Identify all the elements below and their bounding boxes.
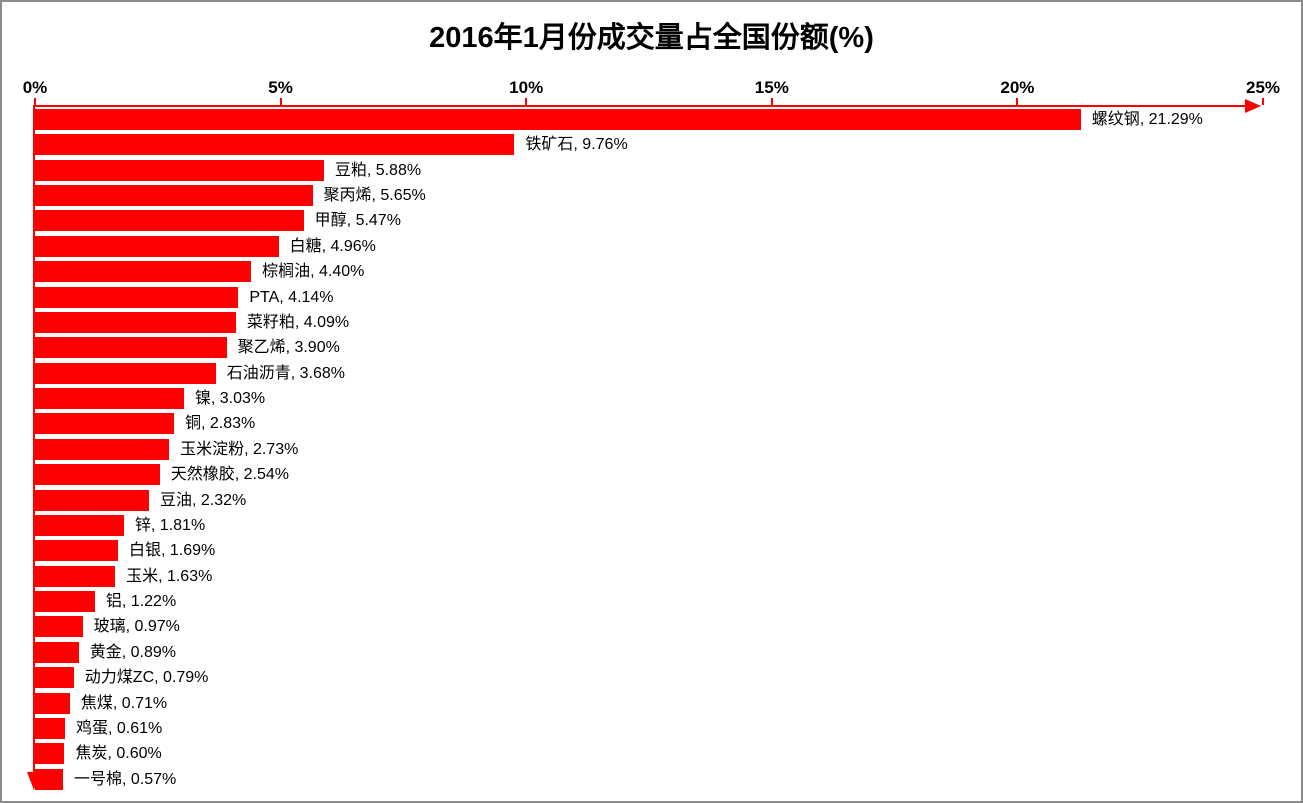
bar-row: 聚丙烯, 5.65% <box>35 185 426 207</box>
x-axis-tick <box>279 98 282 105</box>
bar-label: 棕榈油, 4.40% <box>262 263 365 281</box>
bar-label: 天然橡胶, 2.54% <box>170 466 290 484</box>
bar-row: 锌, 1.81% <box>35 514 206 536</box>
bar <box>35 438 170 460</box>
x-axis-tick <box>34 98 36 105</box>
x-axis-tick-label: 10% <box>509 78 544 97</box>
x-axis-tick <box>1016 98 1019 105</box>
bar-label: 白糖, 4.96% <box>289 237 376 255</box>
y-axis-line <box>33 105 35 773</box>
bar <box>35 413 174 435</box>
bar-row: 甲醇, 5.47% <box>35 210 401 232</box>
bar-row: 动力煤ZC, 0.79% <box>35 667 209 689</box>
bar-label: 鸡蛋, 0.61% <box>75 719 163 737</box>
bar-row: 玻璃, 0.97% <box>35 616 180 638</box>
bar-row: 菜籽粕, 4.09% <box>35 311 350 333</box>
bar <box>35 337 227 359</box>
bar-row: 黄金, 0.89% <box>35 641 176 663</box>
bar <box>35 362 216 384</box>
bar-label: 锌, 1.81% <box>134 516 206 534</box>
bar <box>35 692 70 714</box>
bar <box>35 641 79 663</box>
bar-row: 镍, 3.03% <box>35 388 266 410</box>
bar-label: PTA, 4.14% <box>249 288 334 306</box>
x-axis-tick-label: 25% <box>1245 78 1281 97</box>
bar <box>35 109 1081 130</box>
bar-row: 铝, 1.22% <box>35 591 177 613</box>
bar <box>35 464 160 486</box>
bar <box>35 388 184 410</box>
x-axis-tick <box>1262 98 1264 105</box>
bar <box>35 743 65 765</box>
bar-label: 铝, 1.22% <box>105 593 177 611</box>
axis-arrow-right-icon <box>1245 99 1261 113</box>
bar-row: 一号棉, 0.57% <box>35 768 177 790</box>
bar-row: 豆粕, 5.88% <box>35 159 422 181</box>
bar <box>35 159 324 181</box>
bar-row: 天然橡胶, 2.54% <box>35 464 290 486</box>
bar-row: 聚乙烯, 3.90% <box>35 337 340 359</box>
bar-label: 石油沥青, 3.68% <box>226 364 346 382</box>
x-axis-tick-label: 5% <box>268 78 293 97</box>
bar-label: 动力煤ZC, 0.79% <box>84 669 209 687</box>
bar-label: 聚乙烯, 3.90% <box>237 339 340 357</box>
bar <box>35 235 279 257</box>
bar-label: 玉米淀粉, 2.73% <box>180 440 299 458</box>
bar <box>35 514 124 536</box>
bar <box>35 591 95 613</box>
bar-row: 铜, 2.83% <box>35 413 256 435</box>
x-axis-line <box>33 105 1245 107</box>
bar-label: 聚丙烯, 5.65% <box>323 187 426 205</box>
bar-label: 豆油, 2.32% <box>159 491 247 509</box>
bar <box>35 768 63 790</box>
bar-row: 玉米, 1.63% <box>35 565 213 587</box>
bar-label: 焦炭, 0.60% <box>75 745 162 763</box>
bar <box>35 261 252 283</box>
bar-row: 螺纹钢, 21.29% <box>35 109 1203 130</box>
bar <box>35 185 313 207</box>
bar <box>35 134 515 156</box>
bar-label: 镍, 3.03% <box>194 390 266 408</box>
bar <box>35 717 65 739</box>
bar-row: PTA, 4.14% <box>35 286 334 308</box>
x-axis-tick-label: 20% <box>1000 78 1035 97</box>
bar-label: 甲醇, 5.47% <box>314 212 401 230</box>
bar-label: 菜籽粕, 4.09% <box>246 313 350 331</box>
bar-row: 豆油, 2.32% <box>35 489 247 511</box>
bar-label: 豆粕, 5.88% <box>334 161 422 179</box>
bar-row: 白糖, 4.96% <box>35 235 376 257</box>
bar-row: 石油沥青, 3.68% <box>35 362 346 384</box>
bar-row: 鸡蛋, 0.61% <box>35 717 163 739</box>
x-axis-tick <box>770 98 773 105</box>
bar <box>35 311 236 333</box>
bar <box>35 616 83 638</box>
bar <box>35 210 304 232</box>
bar-row: 铁矿石, 9.76% <box>35 134 628 156</box>
bar-label: 白银, 1.69% <box>129 542 216 560</box>
bar <box>35 667 74 689</box>
bar-label: 焦煤, 0.71% <box>80 694 168 712</box>
bar-row: 焦煤, 0.71% <box>35 692 168 714</box>
bar-row: 白银, 1.69% <box>35 540 216 562</box>
bar-label: 铜, 2.83% <box>185 415 256 433</box>
bar <box>35 540 118 562</box>
x-axis-tick-label: 15% <box>754 78 789 97</box>
bar-label: 螺纹钢, 21.29% <box>1091 111 1203 128</box>
bar-label: 玻璃, 0.97% <box>93 618 180 636</box>
bar-row: 玉米淀粉, 2.73% <box>35 438 299 460</box>
x-axis-tick-label: 0% <box>22 78 48 97</box>
bar-row: 焦炭, 0.60% <box>35 743 162 765</box>
chart-title: 2016年1月份成交量占全国份额(%) <box>429 22 874 54</box>
bar <box>35 489 149 511</box>
x-axis-tick <box>525 98 528 105</box>
bar-label: 一号棉, 0.57% <box>73 770 177 788</box>
bar <box>35 565 116 587</box>
bar-label: 玉米, 1.63% <box>126 567 213 585</box>
bar-label: 铁矿石, 9.76% <box>525 136 628 154</box>
bar-label: 黄金, 0.89% <box>89 643 176 661</box>
bar <box>35 286 239 308</box>
bar-row: 棕榈油, 4.40% <box>35 261 365 283</box>
